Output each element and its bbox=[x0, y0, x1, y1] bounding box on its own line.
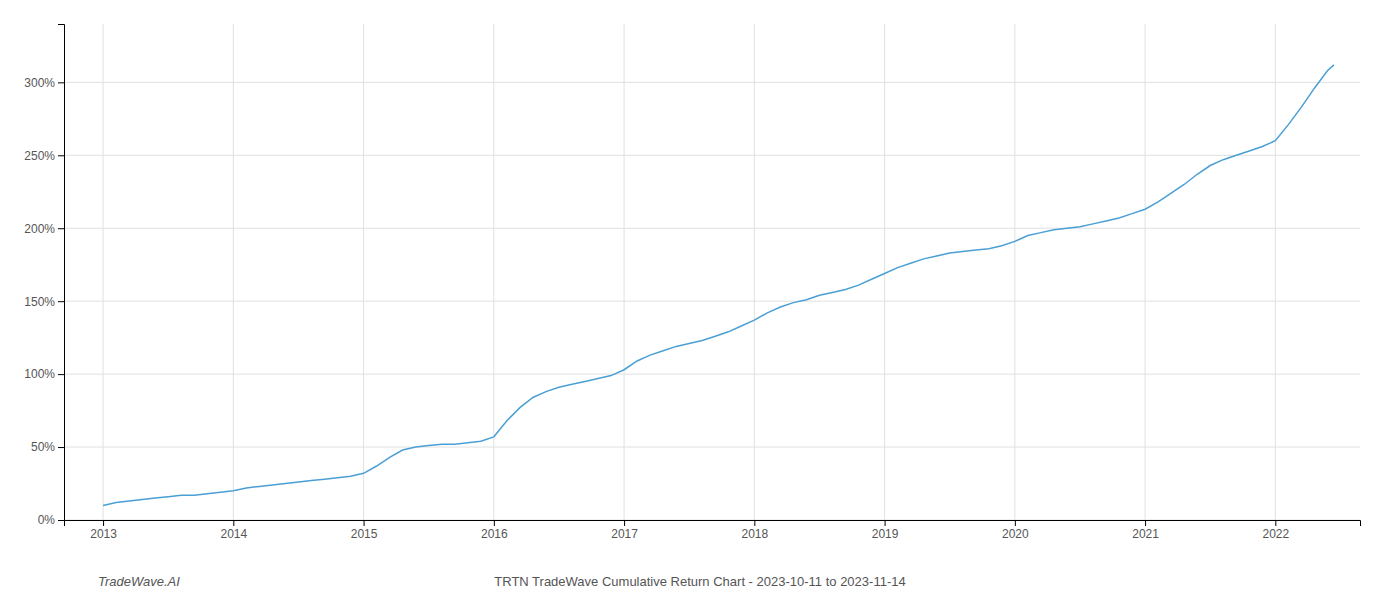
tick: 250% bbox=[24, 149, 64, 163]
tick-label: 2018 bbox=[741, 527, 768, 541]
grid-line-x bbox=[1275, 24, 1276, 520]
grid-line-y bbox=[64, 155, 1360, 156]
grid-line-y bbox=[64, 228, 1360, 229]
tick: 50% bbox=[31, 440, 64, 454]
tick-label: 50% bbox=[31, 440, 55, 454]
tick: 200% bbox=[24, 222, 64, 236]
tick-label: 2015 bbox=[351, 527, 378, 541]
grid-line-x bbox=[363, 24, 364, 520]
plot-area: 2013 2014 2015 2016 2017 2018 2019 2020 2021 2022… bbox=[24, 24, 1360, 541]
tick-label: 2019 bbox=[872, 527, 899, 541]
tick-mark bbox=[1145, 520, 1146, 526]
chart: 2013 2014 2015 2016 2017 2018 2019 2020 2021 2022… bbox=[0, 0, 1400, 600]
grid-line-y bbox=[64, 447, 1360, 448]
tick-mark bbox=[494, 520, 495, 526]
tick: 2020 bbox=[1002, 520, 1029, 541]
line bbox=[103, 65, 1334, 506]
tick-label: 2014 bbox=[220, 527, 247, 541]
x-axis: 2013 2014 2015 2016 2017 2018 2019 2020 2021 2022 bbox=[65, 520, 1361, 541]
marks bbox=[103, 65, 1334, 506]
y-axis: 0% 50% 100% 150% 200% 250% 300% bbox=[24, 25, 64, 528]
grid-line-x bbox=[1014, 24, 1015, 520]
tick: 150% bbox=[24, 295, 64, 309]
tick-label: 2017 bbox=[611, 527, 638, 541]
tick: 2016 bbox=[481, 520, 508, 541]
tick: 2022 bbox=[1262, 520, 1289, 541]
grid-line-x bbox=[754, 24, 755, 520]
tick-label: 2022 bbox=[1262, 527, 1289, 541]
tick-mark bbox=[754, 520, 755, 526]
tick-label: 2013 bbox=[90, 527, 117, 541]
tick: 2013 bbox=[90, 520, 117, 541]
tick-label: 0% bbox=[38, 513, 56, 527]
watermark: TradeWave.AI bbox=[98, 574, 180, 589]
grid-line-x bbox=[1145, 24, 1146, 520]
tick-label: 2021 bbox=[1132, 527, 1159, 541]
tick-mark bbox=[1275, 520, 1276, 526]
tick: 2017 bbox=[611, 520, 638, 541]
grid-line-x bbox=[624, 24, 625, 520]
tick-label: 2020 bbox=[1002, 527, 1029, 541]
grid-line-x bbox=[233, 24, 234, 520]
title: TRTN TradeWave Cumulative Return Chart -… bbox=[494, 574, 905, 589]
tick: 0% bbox=[38, 513, 64, 527]
tick: 300% bbox=[24, 76, 64, 90]
grid-line-x bbox=[493, 24, 494, 520]
tick-label: 2016 bbox=[481, 527, 508, 541]
tick-label: 200% bbox=[24, 222, 55, 236]
tick-mark bbox=[58, 447, 64, 448]
tick-mark bbox=[103, 520, 104, 526]
tick-mark bbox=[364, 520, 365, 526]
grid bbox=[64, 24, 1360, 520]
tick-mark bbox=[58, 520, 64, 521]
tick-mark bbox=[885, 520, 886, 526]
axis-line bbox=[65, 521, 1361, 527]
grid-line-y bbox=[64, 82, 1360, 83]
axis-line bbox=[58, 25, 65, 521]
grid-line-y bbox=[64, 301, 1360, 302]
tick: 2021 bbox=[1132, 520, 1159, 541]
tick-label: 100% bbox=[24, 367, 55, 381]
tick-mark bbox=[58, 301, 64, 302]
grid-line-y bbox=[64, 374, 1360, 375]
tick-mark bbox=[233, 520, 234, 526]
tick: 2018 bbox=[741, 520, 768, 541]
tick-mark bbox=[58, 374, 64, 375]
tick: 100% bbox=[24, 367, 64, 381]
grid-line-x bbox=[884, 24, 885, 520]
tick-mark bbox=[58, 155, 64, 156]
tick-label: 250% bbox=[24, 149, 55, 163]
tick: 2019 bbox=[872, 520, 899, 541]
tick-mark bbox=[58, 82, 64, 83]
tick-mark bbox=[1015, 520, 1016, 526]
tick-label: 300% bbox=[24, 76, 55, 90]
tick: 2015 bbox=[351, 520, 378, 541]
tick-mark bbox=[624, 520, 625, 526]
tick-label: 150% bbox=[24, 295, 55, 309]
grid-line-x bbox=[103, 24, 104, 520]
tick-mark bbox=[58, 228, 64, 229]
tick: 2014 bbox=[220, 520, 247, 541]
